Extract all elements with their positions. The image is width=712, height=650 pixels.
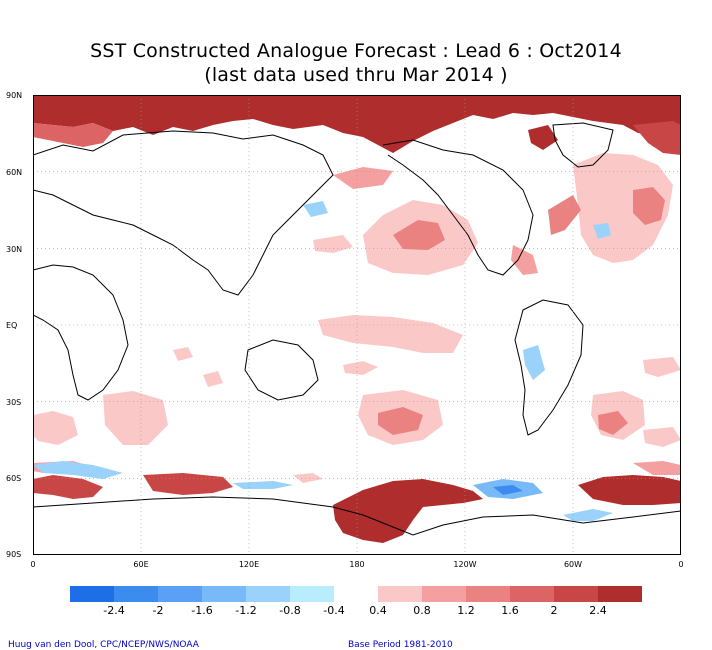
colorbar-label-pos-2: 2: [550, 604, 558, 617]
colorbar: [70, 586, 642, 602]
colorbar-label-pos-0-8: 0.8: [413, 604, 431, 617]
lat-label-90s: 90S: [6, 550, 22, 559]
lat-label-30n: 30N: [6, 245, 23, 254]
arctic-warm-anomaly: [33, 95, 681, 155]
colorbar-cell-neg-3: [158, 586, 202, 602]
colorbar-cell-neg-5: [246, 586, 290, 602]
colorbar-cell-pos-5: [554, 586, 598, 602]
credit-author: Huug van den Dool, CPC/NCEP/NWS/NOAA: [8, 640, 199, 650]
colorbar-label-neg-2-4: -2.4: [103, 604, 125, 617]
colorbar-label-pos-0-4: 0.4: [369, 604, 387, 617]
colorbar-cell-pos-1: [378, 586, 422, 602]
coast-africa: [33, 264, 129, 401]
colorbar-cell-neg-1: [70, 586, 114, 602]
map-subtitle: (last data used thru Mar 2014 ): [204, 64, 508, 86]
graticule: [33, 95, 681, 555]
colorbar-cell-neg-6: [290, 586, 334, 602]
coast-eurasia: [33, 130, 334, 296]
southern-cool-anomaly: [33, 461, 613, 521]
coastlines: [33, 122, 681, 536]
colorbar-cell-pos-4: [510, 586, 554, 602]
lat-label-60s: 60S: [6, 474, 22, 483]
lat-label-90n: 90N: [6, 91, 23, 100]
colorbar-cell-pos-3: [466, 586, 510, 602]
map-frame: [33, 95, 681, 555]
coast-south-america: [514, 299, 584, 436]
colorbar-label-neg-0-8: -0.8: [279, 604, 301, 617]
colorbar-cell-pos-2: [422, 586, 466, 602]
coast-greenland: [552, 122, 614, 168]
lon-label-180: 180: [349, 560, 365, 569]
credit-base-period: Base Period 1981-2010: [348, 640, 453, 650]
colorbar-cell-neg-2: [114, 586, 158, 602]
tropical-warm-anomaly: [33, 315, 681, 447]
lon-label-60e: 60E: [133, 560, 149, 569]
colorbar-label-pos-1-6: 1.6: [501, 604, 519, 617]
lat-label-eq: EQ: [6, 321, 18, 330]
colorbar-label-neg-0-4: -0.4: [323, 604, 345, 617]
lon-label-120e: 120E: [238, 560, 260, 569]
north-pacific-warm-anomaly: [303, 167, 538, 275]
lat-label-30s: 30S: [6, 398, 22, 407]
sst-anomaly-map: [33, 95, 681, 555]
lon-label-0-left: 0: [30, 560, 36, 569]
lon-label-0-right: 0: [678, 560, 684, 569]
colorbar-cell-neg-4: [202, 586, 246, 602]
north-atlantic-warm-anomaly: [528, 125, 673, 263]
colorbar-label-pos-2-4: 2.4: [589, 604, 607, 617]
colorbar-cell-pos-6: [598, 586, 642, 602]
coast-north-america: [382, 139, 534, 276]
lon-label-60w: 60W: [563, 560, 583, 569]
coast-antarctica: [33, 496, 681, 536]
lon-label-120w: 120W: [453, 560, 477, 569]
colorbar-label-neg-1-2: -1.2: [235, 604, 257, 617]
colorbar-label-neg-2: -2: [152, 604, 164, 617]
colorbar-label-neg-1-6: -1.6: [191, 604, 213, 617]
lat-label-60n: 60N: [6, 168, 23, 177]
map-title: SST Constructed Analogue Forecast : Lead…: [90, 40, 622, 62]
colorbar-label-pos-1-2: 1.2: [457, 604, 475, 617]
coast-australia: [244, 339, 319, 401]
